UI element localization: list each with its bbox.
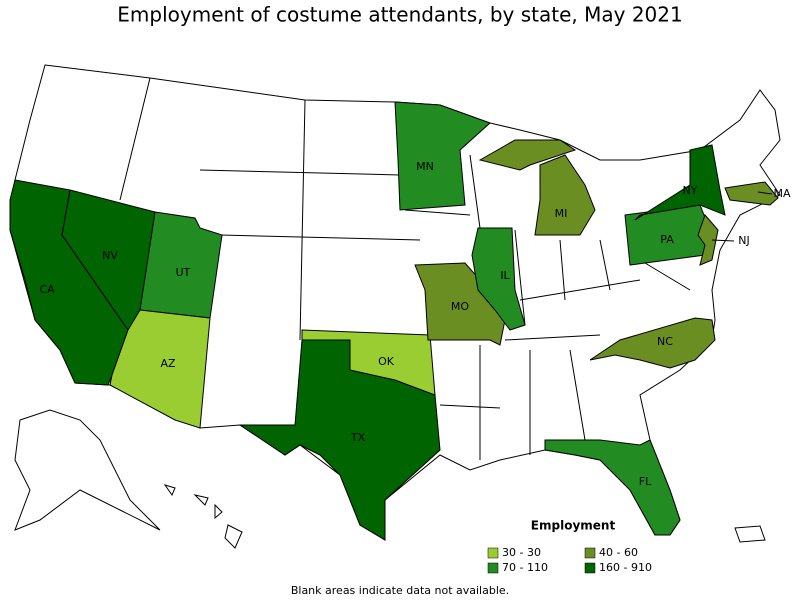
legend: Employment 30 - 30 40 - 60 70 - 110 160 - 9… bbox=[487, 519, 652, 574]
state-shape bbox=[301, 329, 436, 396]
state-label: NY bbox=[683, 184, 698, 197]
hawaii-outline bbox=[163, 484, 243, 549]
legend-label: 30 - 30 bbox=[502, 546, 541, 559]
state-shape bbox=[414, 262, 506, 346]
state-shape bbox=[471, 227, 526, 331]
puerto-rico-outline bbox=[734, 525, 766, 543]
state-label: NV bbox=[102, 249, 118, 262]
state-label: MN bbox=[416, 160, 434, 173]
base-map bbox=[9, 64, 781, 549]
state-shape bbox=[724, 181, 779, 206]
state-shape bbox=[109, 309, 211, 429]
legend-label: 40 - 60 bbox=[599, 546, 638, 559]
state-border bbox=[119, 77, 691, 460]
state-shape bbox=[697, 214, 719, 266]
state-label: AZ bbox=[160, 357, 176, 370]
state-label: OK bbox=[378, 355, 395, 368]
legend-title: Employment bbox=[531, 519, 616, 533]
state-shape bbox=[544, 439, 681, 536]
state-label: UT bbox=[176, 266, 191, 279]
state-label: FL bbox=[639, 475, 652, 488]
state-shape bbox=[478, 139, 596, 236]
legend-swatch bbox=[584, 547, 596, 559]
state-shape bbox=[589, 317, 716, 369]
legend-swatch bbox=[584, 562, 596, 574]
footnote: Blank areas indicate data not available. bbox=[291, 584, 509, 597]
state-label: PA bbox=[660, 233, 674, 246]
state-label: CA bbox=[39, 283, 55, 296]
state-label: IL bbox=[500, 269, 510, 282]
leader-line bbox=[711, 239, 735, 242]
state-label: TX bbox=[350, 431, 366, 444]
states: CA NV UT AZ TX OK MO IL MN MI PA NY NJ MA NC FL bbox=[9, 101, 791, 541]
alaska-outline bbox=[14, 409, 161, 531]
state-label: NC bbox=[657, 335, 673, 348]
state-label: NJ bbox=[738, 234, 749, 247]
leader-line bbox=[757, 191, 773, 195]
state-label: MI bbox=[555, 207, 568, 220]
legend-swatch bbox=[487, 547, 499, 559]
legend-swatch bbox=[487, 562, 499, 574]
state-label: MA bbox=[773, 187, 790, 200]
state-shape bbox=[394, 101, 491, 211]
state-label: MO bbox=[451, 300, 469, 313]
legend-label: 160 - 910 bbox=[599, 561, 652, 574]
state-shape bbox=[634, 144, 726, 221]
map-title: Employment of costume attendants, by sta… bbox=[117, 3, 682, 27]
legend-label: 70 - 110 bbox=[502, 561, 548, 574]
